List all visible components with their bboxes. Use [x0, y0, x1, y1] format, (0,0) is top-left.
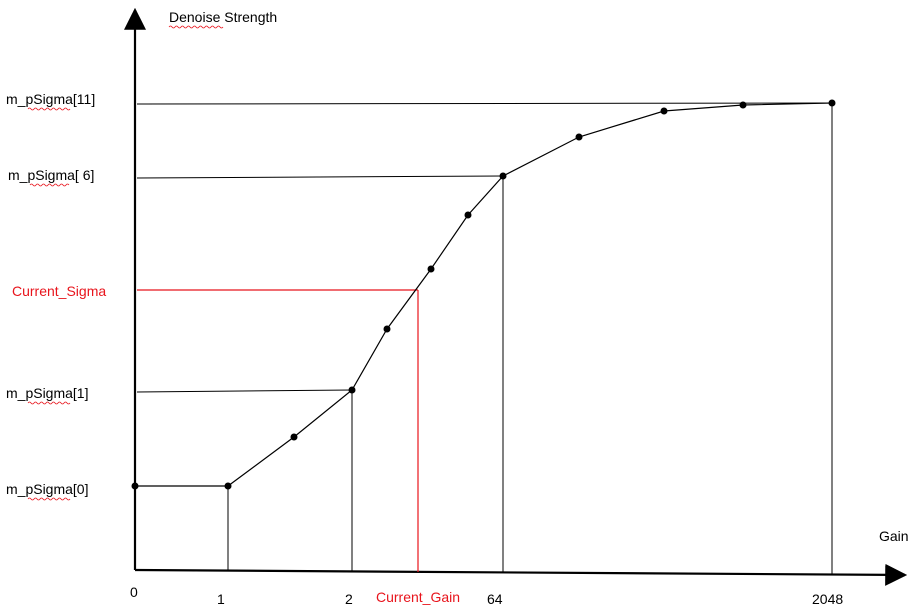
- sigma6-label: m_pSigma[ 6]: [8, 167, 94, 183]
- curve-point: [499, 172, 507, 180]
- sigma11-guide: [136, 102, 833, 105]
- curve-point: [575, 133, 583, 141]
- x-label-2: 2: [345, 591, 353, 607]
- curve-points: [131, 99, 836, 490]
- curve-point: [739, 101, 747, 109]
- denoise-curve: [135, 102, 833, 487]
- current-gain-label: Current_Gain: [376, 589, 460, 605]
- x-axis-title: Gain: [879, 528, 909, 544]
- curve-point: [131, 482, 139, 490]
- x-label-0: 0: [130, 584, 138, 600]
- curve-point: [464, 211, 472, 219]
- curve-point: [224, 482, 232, 490]
- curve-point: [383, 325, 391, 333]
- x-label-64: 64: [487, 591, 503, 607]
- sigma11-label: m_pSigma[11]: [6, 91, 95, 107]
- curve-point: [348, 386, 356, 394]
- y-axis-title: Denoise Strength: [169, 9, 277, 25]
- x-axis: [134, 563, 908, 586]
- sigma6-squiggle: [29, 183, 70, 187]
- x-label-1: 1: [217, 591, 225, 607]
- current-sigma-label: Current_Sigma: [12, 283, 106, 299]
- sigma1-squiggle: [27, 401, 71, 405]
- x-label-2048: 2048: [812, 591, 843, 607]
- sigma0-label: m_pSigma[0]: [6, 481, 88, 497]
- y-axis-title-squiggle: [168, 25, 224, 29]
- sigma1-guide: [136, 389, 353, 393]
- sigma11-squiggle: [27, 107, 71, 111]
- curve-point: [828, 99, 836, 107]
- curve-point: [427, 265, 435, 273]
- sigma0-squiggle: [27, 497, 71, 501]
- sigma1-label: m_pSigma[1]: [6, 385, 88, 401]
- sigma6-guide: [136, 175, 504, 179]
- curve-point: [660, 107, 668, 115]
- curve-point: [290, 433, 298, 441]
